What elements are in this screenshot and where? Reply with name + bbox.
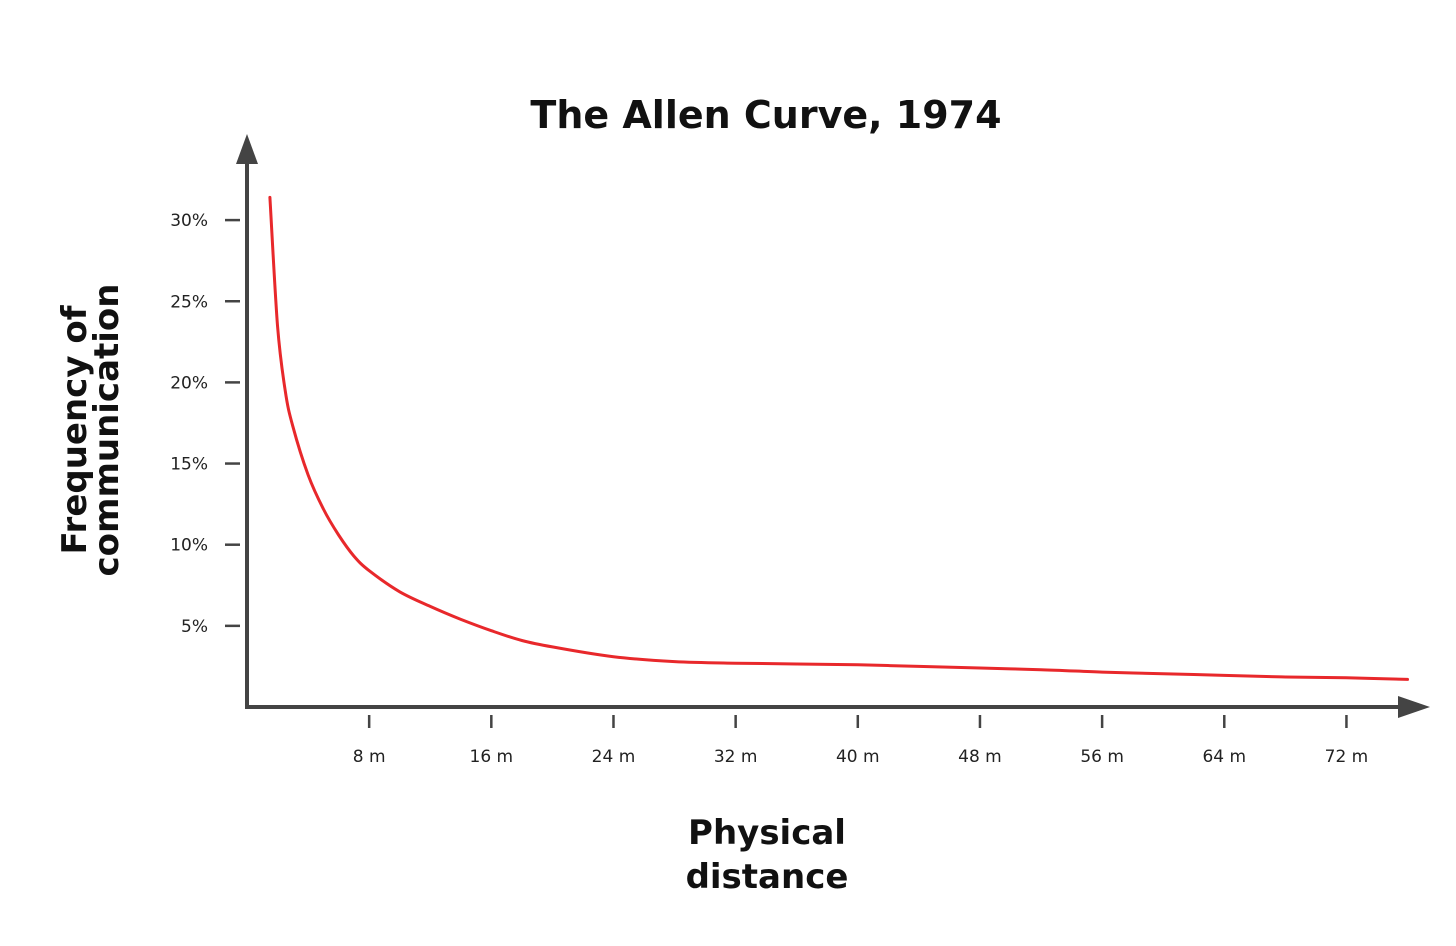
series-line-0 [268,195,1409,681]
y-ticks: 5% 10% 15% 20% 25% 30% [170,211,240,637]
y-axis-label-line-2: communication [87,283,127,576]
y-axis-label: Frequency of communication [55,283,127,576]
x-tick-label: 56 m [1080,747,1124,767]
x-axis-label: Physical distance [686,813,849,897]
x-tick-label: 24 m [592,747,636,767]
axes [236,134,1430,718]
chart-title: The Allen Curve, 1974 [530,93,1001,137]
x-tick-label: 40 m [836,747,880,767]
x-tick-label: 8 m [353,747,386,767]
x-tick-label: 64 m [1202,747,1246,767]
x-axis-label-line-1: Physical [688,813,846,853]
x-axis-arrowhead [1398,696,1430,718]
x-tick-label: 48 m [958,747,1002,767]
x-ticks: 8 m 16 m 24 m 32 m 40 m 48 m 56 m 64 m 72 m [353,715,1368,767]
x-tick-label: 32 m [714,747,758,767]
x-axis-label-line-2: distance [686,857,849,897]
series-layer [268,195,1409,681]
y-axis-arrowhead [236,134,258,164]
x-tick-label: 72 m [1325,747,1369,767]
x-tick-label: 16 m [470,747,514,767]
y-tick-label: 15% [170,455,208,475]
y-tick-label: 20% [170,373,208,393]
y-tick-label: 30% [170,211,208,231]
y-tick-label: 5% [181,617,208,637]
y-tick-label: 25% [170,292,208,312]
y-tick-label: 10% [170,536,208,556]
y-axis-label-line-1: Frequency of [55,304,95,554]
